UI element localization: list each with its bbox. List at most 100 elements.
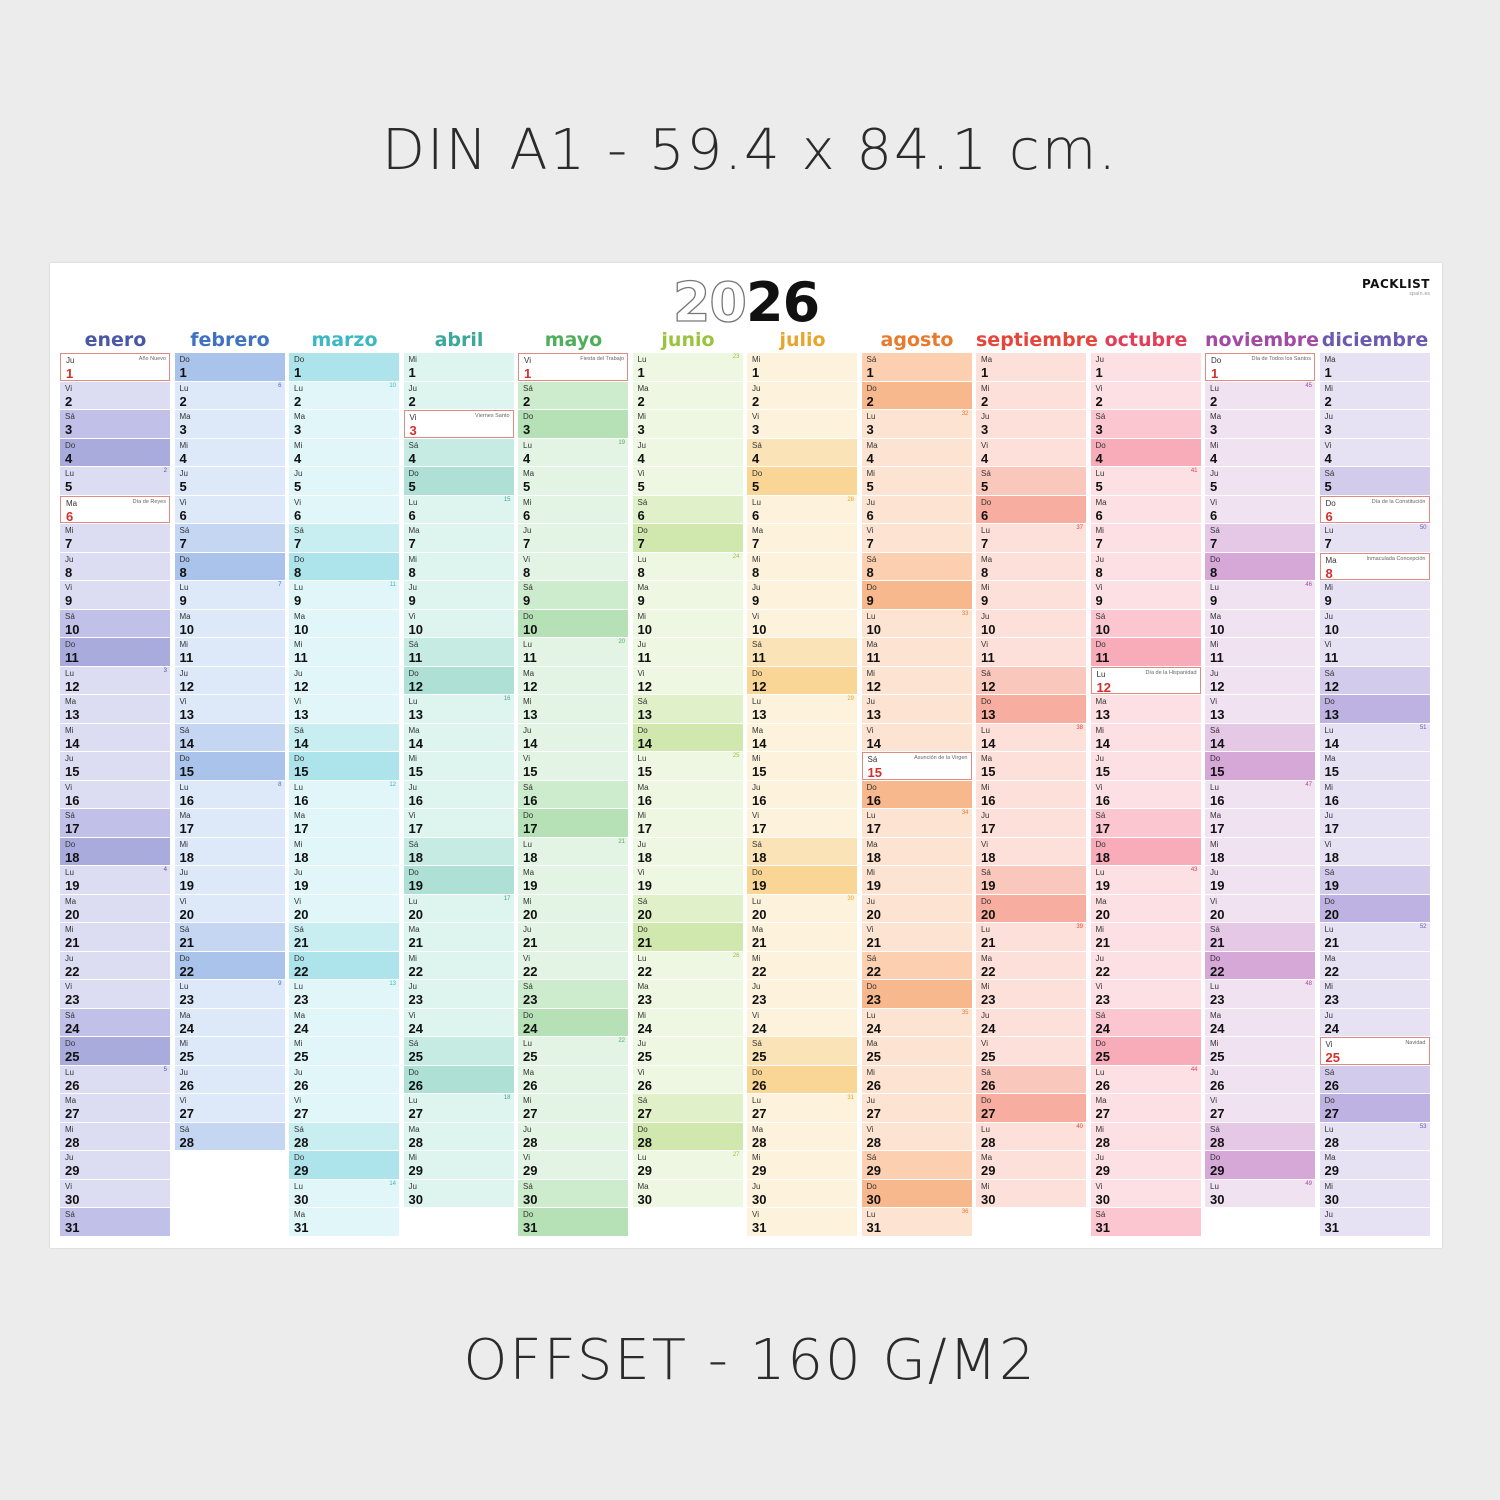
weekday-label: Do (294, 1153, 305, 1162)
week-number: 25 (732, 753, 740, 759)
day-number: 1 (866, 365, 874, 380)
month-mayo: mayo Vi 1 Fiesta del Trabajo Sá 2 Do 3 Lu 4 19 Ma 5 M… (518, 327, 629, 1236)
day-cell: Ma 3 (289, 410, 399, 438)
day-number: 10 (523, 621, 538, 637)
day-number: 13 (1095, 707, 1110, 722)
month-octubre: octubre Ju 1 Vi 2 Sá 3 Do 4 Lu 5 41 Ma 6 Mi 7 Ju 8 Vi 9 Sá 10… (1090, 327, 1202, 1236)
day-cell: Lu 16 12 (289, 780, 399, 808)
weekday-label: Mi (637, 811, 646, 820)
day-cell: Do 8 (1205, 552, 1315, 580)
month-name: octubre (1104, 329, 1188, 351)
day-cell: Do 20 (1319, 894, 1430, 922)
day-cell: Mi 21 (1090, 923, 1201, 951)
day-list: Ma 1 Mi 2 Ju 3 Vi 4 Sá 5 Do 6 Lu 7 37 Ma 8 Mi 9 Ju 10 Vi 11 Sá 1… (976, 353, 1087, 1208)
day-cell: Ju 20 (861, 894, 972, 922)
weekday-label: Mi (1095, 725, 1104, 735)
day-number: 13 (65, 707, 80, 722)
day-cell: Sá 17 (1090, 809, 1201, 837)
day-number: 11 (981, 650, 995, 665)
day-cell: Vi 13 (289, 695, 399, 723)
day-number: 8 (866, 564, 874, 580)
day-cell: Ma 14 (403, 723, 514, 751)
day-number: 23 (637, 992, 652, 1007)
weekday-label: Ju (637, 1039, 646, 1048)
week-number: 6 (278, 382, 282, 389)
day-cell: Sá 15 Asunción de la Virgen (861, 752, 972, 780)
day-cell: Lu 16 47 (1205, 780, 1315, 808)
day-cell: Ma 20 (1090, 894, 1201, 922)
day-number: 2 (294, 393, 302, 409)
day-list: Mi 1 Ju 2 Vi 3 Viernes Santo Sá 4 Do 5 Lu 6 15 Ma 7 Mi 8 J… (403, 353, 515, 1208)
day-cell: Mi 25 (1205, 1037, 1315, 1065)
day-cell: Vi 2 (60, 381, 170, 409)
weekday-label: Ma (523, 668, 535, 678)
day-number: 5 (866, 479, 874, 494)
day-number: 25 (752, 1049, 767, 1064)
day-number: 16 (294, 792, 309, 808)
weekday-label: Ma (1324, 754, 1336, 763)
weekday-label: Mi (981, 982, 990, 991)
day-cell: Do 6 (976, 495, 1086, 523)
weekday-label: Sá (981, 1067, 991, 1077)
day-number: 25 (179, 1049, 194, 1064)
day-number: 2 (408, 393, 416, 409)
weekday-label: Ma (1095, 697, 1107, 706)
week-number: 26 (732, 952, 740, 959)
day-cell: Do 10 (518, 609, 628, 637)
day-cell: Sá 30 (518, 1179, 628, 1207)
day-cell: Ju 29 (1090, 1151, 1201, 1179)
weekday-label: Do (1095, 440, 1106, 450)
day-number: 26 (752, 1077, 767, 1093)
weekday-label: Do (1324, 697, 1335, 706)
weekday-label: Ju (1095, 754, 1104, 763)
day-cell: Mi 7 (60, 524, 170, 552)
weekday-label: Lu (65, 1067, 74, 1077)
day-cell: Sá 16 (518, 780, 628, 808)
day-cell: Lu 5 41 (1090, 467, 1201, 495)
weekday-label: Vi (637, 1067, 645, 1077)
weekday-label: Mi (408, 554, 417, 564)
day-cell: Mi 17 (632, 809, 743, 837)
day-number: 17 (752, 821, 767, 836)
weekday-label: Mi (408, 355, 417, 364)
month-name: julio (779, 329, 826, 351)
day-number: 7 (65, 536, 73, 551)
day-number: 19 (1210, 878, 1225, 893)
day-number: 27 (1210, 1106, 1225, 1121)
week-number: 48 (1305, 981, 1312, 987)
week-number: 29 (847, 696, 854, 702)
day-cell: Mi 27 (518, 1094, 628, 1122)
day-number: 22 (866, 963, 881, 979)
weekday-label: Ma (66, 498, 78, 508)
weekday-label: Do (981, 1096, 992, 1105)
day-cell: Ma 6 (1090, 495, 1201, 523)
day-number: 14 (752, 735, 767, 751)
weekday-label: Mi (866, 469, 875, 478)
day-number: 24 (637, 1020, 652, 1036)
weekday-label: Mi (1210, 440, 1219, 450)
day-cell: Lu 5 2 (60, 467, 170, 495)
day-number: 9 (981, 593, 989, 608)
day-cell: Vi 11 (976, 638, 1086, 666)
day-number: 18 (981, 849, 996, 865)
day-cell: Vi 15 (518, 752, 628, 780)
weekday-label: Mi (65, 1124, 74, 1134)
weekday-label: Do (1324, 896, 1335, 906)
day-cell: Do 30 (861, 1179, 972, 1207)
weekday-label: Lu (408, 497, 418, 507)
day-number: 1 (524, 366, 532, 381)
day-cell: Vi 5 (632, 467, 743, 495)
week-number: 45 (1305, 382, 1312, 389)
day-number: 25 (523, 1049, 538, 1064)
weekday-label: Ju (408, 1181, 417, 1191)
day-list: Ju 1 Año Nuevo Vi 2 Sá 3 Do 4 Lu 5 2 Ma 6 Día de Reyes… (60, 353, 171, 1237)
day-number: 2 (866, 393, 874, 409)
day-cell: Mi 14 (60, 723, 170, 751)
day-number: 9 (752, 593, 760, 608)
weekday-label: Do (523, 611, 534, 621)
day-cell: Ju 24 (1319, 1008, 1430, 1036)
day-cell: Ju 18 (632, 837, 743, 865)
day-number: 29 (866, 1163, 881, 1178)
day-cell: Ju 10 (976, 609, 1086, 637)
day-number: 30 (65, 1191, 80, 1207)
